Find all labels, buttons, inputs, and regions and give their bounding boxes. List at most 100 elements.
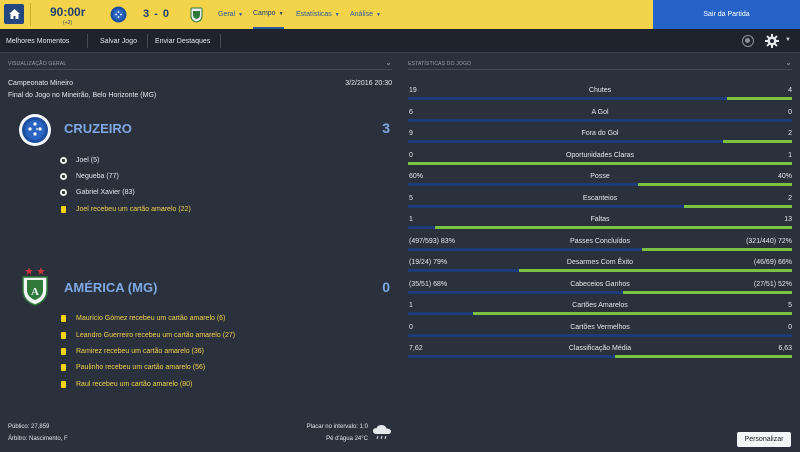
stat-home-value: 6 [409, 108, 413, 116]
away-card-event: Leandro Guerreiro recebeu um cartão amar… [60, 330, 235, 340]
stat-bar [408, 161, 792, 165]
stat-home-value: (19/24) 79% [409, 259, 448, 266]
event-text[interactable]: Joel (5) [76, 156, 100, 164]
away-team-name[interactable]: AMÉRICA (MG) [64, 280, 158, 295]
home-goal-event: Joel (5) [60, 155, 99, 165]
stat-bar [408, 97, 792, 100]
stat-label: Cabeceios Ganhos [570, 280, 630, 288]
stat-away-value: 0 [788, 323, 792, 331]
event-text[interactable]: Leandro Guerreiro recebeu um cartão amar… [76, 331, 236, 339]
stat-home-value: 1 [409, 216, 413, 223]
stat-away-value: 2 [788, 130, 792, 137]
stat-row: 5 Escanteios 2 [408, 191, 792, 212]
match-stage: Final do Jogo no Mineirão, Belo Horizont… [8, 92, 157, 99]
divider [30, 3, 31, 26]
stat-away-value: 2 [788, 194, 792, 202]
home-goal-event: Negueba (77) [60, 171, 119, 181]
stat-bar [408, 204, 792, 208]
stat-row: 6 A Gol 0 [408, 105, 792, 126]
home-goal-event: Gabriel Xavier (83) [60, 187, 135, 197]
divider [87, 34, 88, 48]
chevron-down-icon[interactable]: ▼ [785, 37, 791, 43]
divider [408, 69, 792, 70]
exit-match-button[interactable]: Sair da Partida [653, 0, 800, 29]
overview-title: VISUALIZAÇÃO GERAL [8, 61, 67, 67]
stat-home-value: 19 [409, 87, 417, 94]
nav-geral[interactable]: Geral ▼ [218, 0, 243, 29]
chevron-down-icon[interactable]: ⌄ [385, 58, 392, 67]
yellow-card-icon [61, 205, 66, 213]
home-card-event: Joel recebeu um cartão amarelo (22) [60, 204, 191, 214]
nav-label: Estatísticas [296, 11, 332, 18]
stat-bar-away [434, 226, 792, 229]
stat-label: Escanteios [582, 194, 618, 202]
cruzeiro-crest-icon [19, 114, 51, 146]
stat-bar-home [408, 290, 624, 294]
competition-name: Campeonato Mineiro [8, 80, 73, 87]
away-crest-icon [190, 7, 203, 23]
stat-label: Oportunidades Claras [565, 151, 635, 159]
stat-row: 19 Chutes 4 [408, 83, 792, 104]
event-text[interactable]: Ramirez recebeu um cartão amarelo (36) [76, 347, 204, 355]
referee[interactable]: Árbitro: Nascimento, F [8, 436, 68, 442]
stat-row: 60% Posse 40% [408, 169, 792, 190]
stat-bar-home [408, 269, 520, 272]
stat-bar [408, 118, 792, 122]
event-text[interactable]: Gabriel Xavier (83) [76, 188, 135, 196]
send-highlights-button[interactable]: Enviar Destaques [155, 37, 211, 45]
stat-row: 0 Oportunidades Claras 1 [408, 148, 792, 169]
stat-bar [408, 355, 792, 358]
event-text[interactable]: Raul recebeu um cartão amarelo (80) [76, 380, 193, 388]
chevron-down-icon: ▼ [238, 11, 244, 18]
toolbar: Melhores Momentos Salvar Jogo Enviar Des… [0, 29, 800, 53]
stat-away-value: 40% [777, 173, 792, 180]
chevron-down-icon: ▼ [334, 11, 340, 18]
customize-button[interactable]: Personalizar [737, 432, 791, 447]
nav-label: Geral [218, 11, 236, 18]
stat-away-value: 0 [788, 108, 792, 116]
stat-bar [408, 312, 792, 315]
record-icon[interactable] [742, 35, 754, 47]
stat-bar [408, 183, 792, 186]
yellow-card-icon [61, 331, 66, 339]
event-text[interactable]: Negueba (77) [76, 172, 119, 180]
nav-analise[interactable]: Análise ▼ [350, 0, 381, 29]
nav-label: Análise [350, 11, 373, 18]
nav-campo[interactable]: Campo ▼ [253, 0, 284, 29]
stat-home-value: 1 [409, 302, 413, 309]
stat-bar-home [408, 97, 727, 100]
stat-bar-home [408, 140, 723, 143]
highlights-button[interactable]: Melhores Momentos [6, 37, 70, 45]
added-time: (+2) [63, 20, 73, 26]
chevron-down-icon[interactable]: ⌄ [785, 58, 792, 67]
stat-bar-home [408, 355, 616, 358]
stat-row: 9 Fora do Gol 2 [408, 126, 792, 147]
stat-bar-away [642, 247, 792, 251]
nav-label: Campo [253, 10, 276, 17]
home-team-name[interactable]: CRUZEIRO [64, 121, 132, 136]
stat-bar-away [638, 183, 792, 186]
gear-icon[interactable] [765, 34, 779, 48]
stat-label: Classificação Média [568, 345, 632, 352]
stat-bar-away [519, 269, 792, 272]
stat-row: (19/24) 79% Desarmes Com Êxito (46/69) 66% [408, 255, 792, 276]
stat-bar [408, 333, 792, 337]
stats-title: ESTATÍSTICAS DO JOGO [408, 61, 472, 67]
event-text[interactable]: Paulinho recebeu um cartão amarelo (56) [76, 363, 206, 371]
stat-home-value: 0 [409, 151, 413, 159]
score: 3 - 0 [143, 8, 171, 20]
stat-home-value: 5 [409, 194, 413, 202]
stat-label: Cartões Vermelhos [570, 323, 630, 331]
divider [8, 69, 392, 70]
event-text[interactable]: Maurício Gómez recebeu um cartão amarelo… [76, 314, 226, 322]
event-text[interactable]: Joel recebeu um cartão amarelo (22) [76, 205, 191, 213]
stat-bar [408, 247, 792, 251]
save-game-button[interactable]: Salvar Jogo [100, 37, 137, 45]
stat-bar [408, 226, 792, 229]
stat-bar-away [408, 161, 792, 165]
stat-home-value: 9 [409, 130, 413, 137]
stat-bar-away [623, 290, 792, 294]
nav-estatisticas[interactable]: Estatísticas ▼ [296, 0, 340, 29]
divider [147, 34, 148, 48]
home-button[interactable] [4, 4, 24, 24]
